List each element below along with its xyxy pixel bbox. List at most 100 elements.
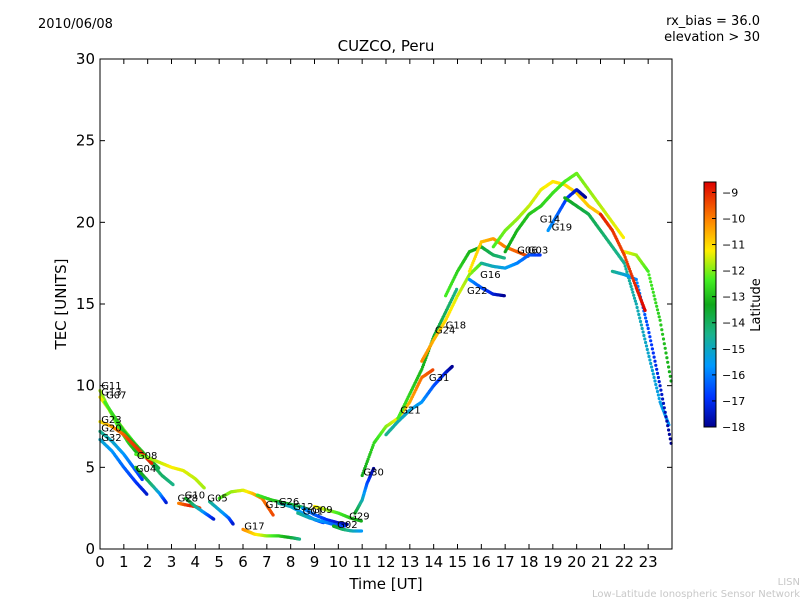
label-g19: G19 [552,223,572,234]
point-g27 [656,393,661,397]
series-g05 [208,500,235,526]
series-g30 [353,466,376,515]
colorbar-label: Latitude [749,278,764,332]
point-g31b [653,297,657,301]
point-g21 [361,471,365,475]
colorbar-tick-label: −18 [722,421,745,434]
point-g21 [366,457,370,461]
x-tick-label: 0 [95,553,105,571]
point-g31b [661,332,665,336]
point-g27 [651,372,655,376]
point-g31b [663,346,667,350]
x-tick-label: 6 [238,553,248,571]
x-tick-label: 20 [567,553,586,571]
point-g04 [164,501,168,505]
point-g27 [631,290,635,294]
colorbar-tick-label: −14 [722,317,745,330]
point-g31b [660,328,664,332]
point-g27 [633,299,638,303]
colorbar-tick-label: −15 [722,343,745,356]
point-g06b [623,255,627,259]
label-g01: G01 [303,507,323,518]
credit-network: Low-Latitude Ionospheric Sensor Network [592,589,800,600]
point-g27 [650,365,654,369]
point-g07 [171,483,175,487]
elevation-label: elevation > 30 [664,30,760,45]
series-g04 [134,465,168,505]
colorbar-tick-label: −10 [722,212,745,225]
series-g27 [563,196,671,427]
point-g31b [659,323,663,327]
point-g31b [658,318,662,322]
series-g01 [296,511,347,528]
point-g20b [635,281,639,285]
point-g15 [271,513,275,517]
point-g27 [627,279,632,283]
point-g29 [359,519,363,523]
point-g31b [656,311,661,315]
y-tick-label: 20 [76,213,95,231]
point-g31b [661,337,666,341]
point-g27 [642,333,646,338]
point-g27 [640,326,644,331]
point-g03 [502,294,506,298]
point-g20b [646,326,650,331]
x-tick-label: 16 [472,553,491,571]
point-g20b [667,432,672,436]
colorbar-tick-label: −13 [722,291,745,304]
point-g20b [655,367,659,371]
x-tick-label: 15 [448,553,467,571]
credit-lisn: LISN [777,577,800,588]
point-g27 [634,302,638,306]
label-g32: G32 [101,433,121,444]
point-g27 [630,287,634,291]
point-g27 [638,316,642,320]
point-g06b [628,269,632,273]
point-g31b [647,273,651,277]
y-axis: 0 5 10 15 20 25 30 [76,50,672,558]
point-g21 [369,450,373,454]
point-g20b [643,312,647,317]
point-g31b [664,351,668,355]
point-g32 [145,492,149,496]
point-g25 [583,195,588,199]
point-g06b [631,276,635,280]
x-tick-label: 10 [329,553,348,571]
x-tick-label: 17 [496,553,515,571]
point-g20b [655,371,660,375]
point-g31b [666,360,670,364]
x-axis: 0 1 2 3 4 5 6 7 8 9 10 11 12 13 14 15 16 17 18 19 20 21 22 23 [95,59,658,571]
point-g20b [664,415,668,419]
x-tick-label: 11 [353,553,372,571]
point-g17 [297,537,302,541]
point-g20b [652,355,656,359]
label-g06: G06 [517,245,537,256]
x-tick-label: 14 [424,553,443,571]
y-tick-label: 25 [76,132,95,150]
point-g27 [650,368,655,373]
point-g21 [431,368,435,372]
label-g05: G05 [207,494,227,505]
point-g20b [665,419,669,423]
x-tick-label: 12 [376,553,395,571]
colorbar [703,181,717,428]
series-g23 [98,420,154,465]
label-g13: G13 [101,388,121,399]
label-g23: G23 [101,415,121,426]
point-g20b [667,428,671,432]
label-g16: G16 [480,270,500,281]
point-g01 [343,524,347,528]
point-g31b [654,301,658,305]
point-g31b [662,342,666,346]
point-g27 [639,323,644,327]
point-g20b [650,347,655,351]
point-g20b [663,410,667,414]
label-g31: G31 [429,373,449,384]
label-g17: G17 [244,521,264,532]
label-g22: G22 [467,286,487,297]
x-tick-label: 1 [119,553,129,571]
point-g31b [667,370,672,374]
series-g06 [479,253,542,270]
point-g19 [621,235,626,240]
series-g31 [384,364,454,437]
